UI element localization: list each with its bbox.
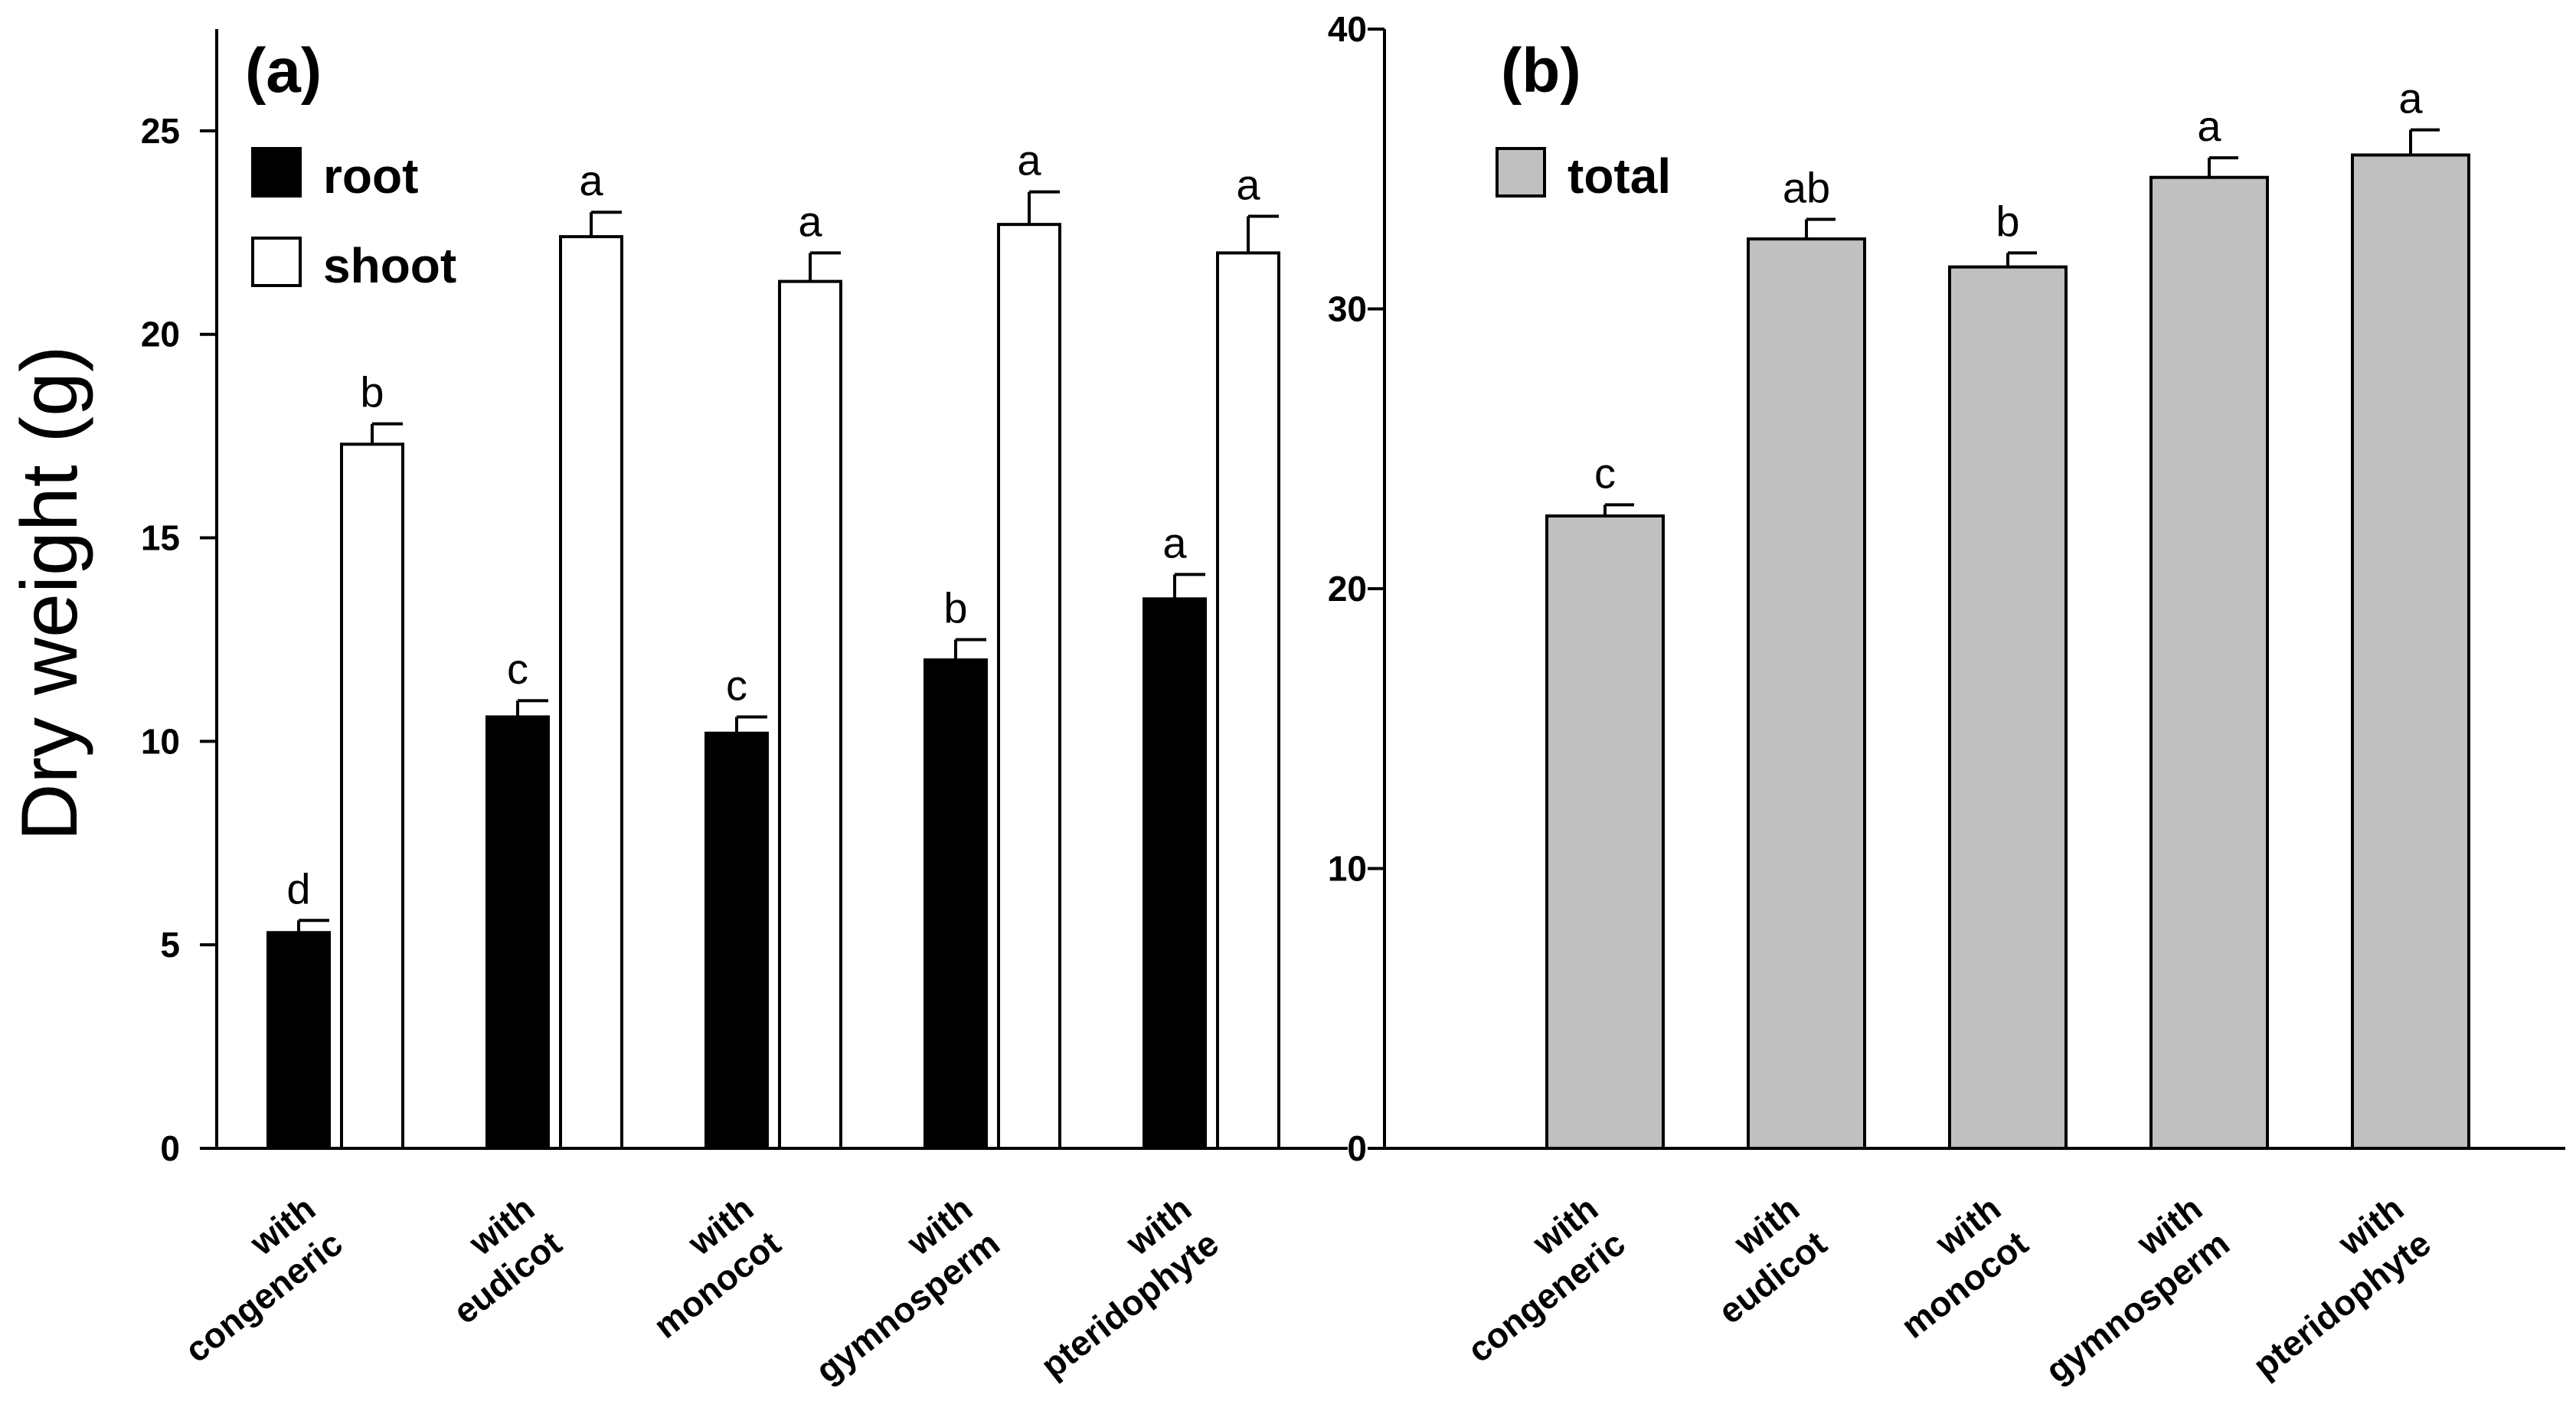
y-axis-title: Dry weight (g) [5,345,94,841]
y-tick-label: 40 [1328,9,1367,49]
bar-root [1143,597,1207,1150]
bar-total [1747,237,1866,1150]
category-label: withgymnosperm [2011,1188,2237,1391]
y-tick-label: 15 [141,518,180,558]
bar-total [2149,175,2269,1151]
y-tick-label: 0 [160,1128,180,1168]
y-tick-label: 25 [141,111,180,151]
category-label: witheudicot [1683,1188,1834,1331]
significance-letter-shoot: a [798,197,822,245]
legend-swatch-root [251,147,302,198]
significance-letter-shoot: b [360,368,384,416]
significance-letter-total: c [1594,449,1616,497]
bar-total [1948,265,2068,1150]
category-label-line2: gymnosperm [2038,1223,2237,1391]
legend-swatch-shoot [251,237,302,287]
legend-label-shoot: shoot [323,238,456,293]
y-tick-label: 20 [1328,569,1367,609]
significance-letter-total: a [2398,74,2423,122]
significance-letter-shoot: a [1017,136,1041,184]
category-label-line2: gymnosperm [808,1223,1007,1391]
category-label: withcongeneric [1433,1188,1633,1370]
bar-total [1545,514,1665,1150]
significance-letter-root: b [943,583,967,632]
y-tick-label: 10 [141,721,180,761]
y-tick-label: 10 [1328,849,1367,889]
significance-letter-shoot: a [579,156,603,204]
category-label: withpteridophyte [1006,1188,1226,1386]
legend-swatch-total [1496,147,1546,198]
category-label: withpteridophyte [2218,1188,2438,1386]
panel-a: 0 5 10 15 20 25 (a) Dry weight (g) root shoot d b wi… [5,29,1348,1390]
category-label-line2: pteridophyte [1033,1223,1226,1386]
significance-letter-root: c [726,661,747,709]
significance-letter-total: ab [1783,164,1830,212]
legend-label-root: root [323,149,418,204]
significance-letter-shoot: a [1236,161,1260,209]
bar-root [485,715,550,1150]
panel-label: (b) [1501,36,1581,106]
category-label: withcongeneric [150,1188,350,1370]
category-label: withmonocot [1866,1188,2035,1346]
bar-shoot [559,235,623,1151]
panel-b: 010203040(b)totalcwithcongenericabwitheu… [1328,9,2565,1390]
y-tick-label: 30 [1328,289,1367,329]
bar-total [2351,153,2470,1151]
category-label: witheudicot [418,1188,569,1331]
bar-shoot [340,442,404,1150]
bar-root [924,658,988,1150]
legend-label-total: total [1568,149,1671,204]
bar-root [266,931,331,1151]
bar-root [704,731,769,1150]
bar-shoot [778,279,842,1151]
panel-label: (a) [245,36,322,106]
category-label: withgymnosperm [781,1188,1007,1391]
significance-letter-total: a [2197,102,2221,150]
significance-letter-root: c [507,645,528,693]
significance-letter-total: b [1996,197,2019,245]
y-tick-label: 5 [160,925,180,965]
category-label: withmonocot [619,1188,788,1346]
bar-shoot [1216,251,1280,1150]
significance-letter-root: a [1162,518,1187,567]
y-tick-label: 0 [1347,1128,1367,1168]
significance-letter-root: d [286,864,310,913]
category-label-line2: pteridophyte [2245,1223,2438,1386]
y-tick-label: 20 [141,315,180,354]
bar-shoot [997,223,1061,1151]
